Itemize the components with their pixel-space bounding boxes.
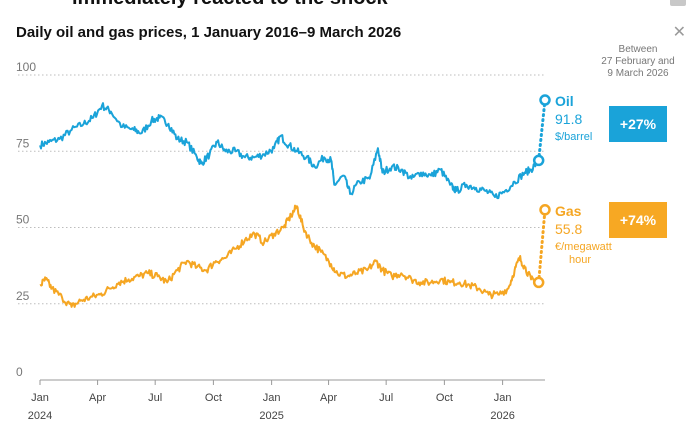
oil-series-value: 91.8: [555, 111, 582, 127]
x-tick-label: Apr: [89, 392, 106, 404]
gas-jump-line: [537, 208, 547, 284]
oil-series-unit: $/barrel: [555, 131, 592, 143]
period-note-line: 9 March 2026: [607, 68, 669, 79]
oil-jump-line: [537, 98, 547, 162]
x-tick-label: Jul: [379, 392, 393, 404]
x-tick-label: Apr: [320, 392, 337, 404]
x-tick-label: Jul: [148, 392, 162, 404]
y-tick-label: 75: [16, 136, 30, 150]
period-note-line: 27 February and: [601, 56, 675, 67]
linkedin-icon[interactable]: [670, 0, 686, 6]
x-tick-year-label: 2026: [490, 410, 514, 422]
oil-series-name: Oil: [555, 93, 574, 109]
x-tick-label: Jan: [263, 392, 281, 404]
x-tick-year-label: 2024: [28, 410, 52, 422]
period-note: Between 27 February and 9 March 2026: [588, 44, 688, 80]
article-heading: immediately reacted to the shock: [72, 0, 388, 10]
oil-change-badge: +27%: [609, 106, 667, 142]
y-tick-label: 25: [16, 289, 30, 303]
period-note-line: Between: [618, 44, 658, 55]
y-tick-label: 0: [16, 365, 23, 379]
x-share-icon[interactable]: ✕: [672, 24, 686, 41]
gas-series-unit: hour: [569, 254, 591, 266]
y-tick-label: 100: [16, 60, 36, 74]
x-tick-label: Jan: [494, 392, 512, 404]
gas-series-name: Gas: [555, 203, 582, 219]
gas-change-badge: +74%: [609, 202, 667, 238]
x-tick-label: Oct: [205, 392, 222, 404]
gas-series-value: 55.8: [555, 221, 582, 237]
x-tick-label: Oct: [436, 392, 453, 404]
chart-title: Daily oil and gas prices, 1 January 2016…: [16, 24, 402, 41]
gas-series-unit: €/megawatt: [555, 241, 612, 253]
gas-end-marker: [539, 204, 551, 216]
x-tick-year-label: 2025: [259, 410, 283, 422]
oil-series-line: [39, 102, 540, 200]
y-tick-label: 50: [16, 213, 30, 227]
oil-start-marker: [532, 154, 545, 167]
oil-end-marker: [539, 94, 551, 106]
x-tick-label: Jan: [31, 392, 49, 404]
gas-series-line: [39, 204, 540, 308]
gas-start-marker: [532, 276, 545, 289]
